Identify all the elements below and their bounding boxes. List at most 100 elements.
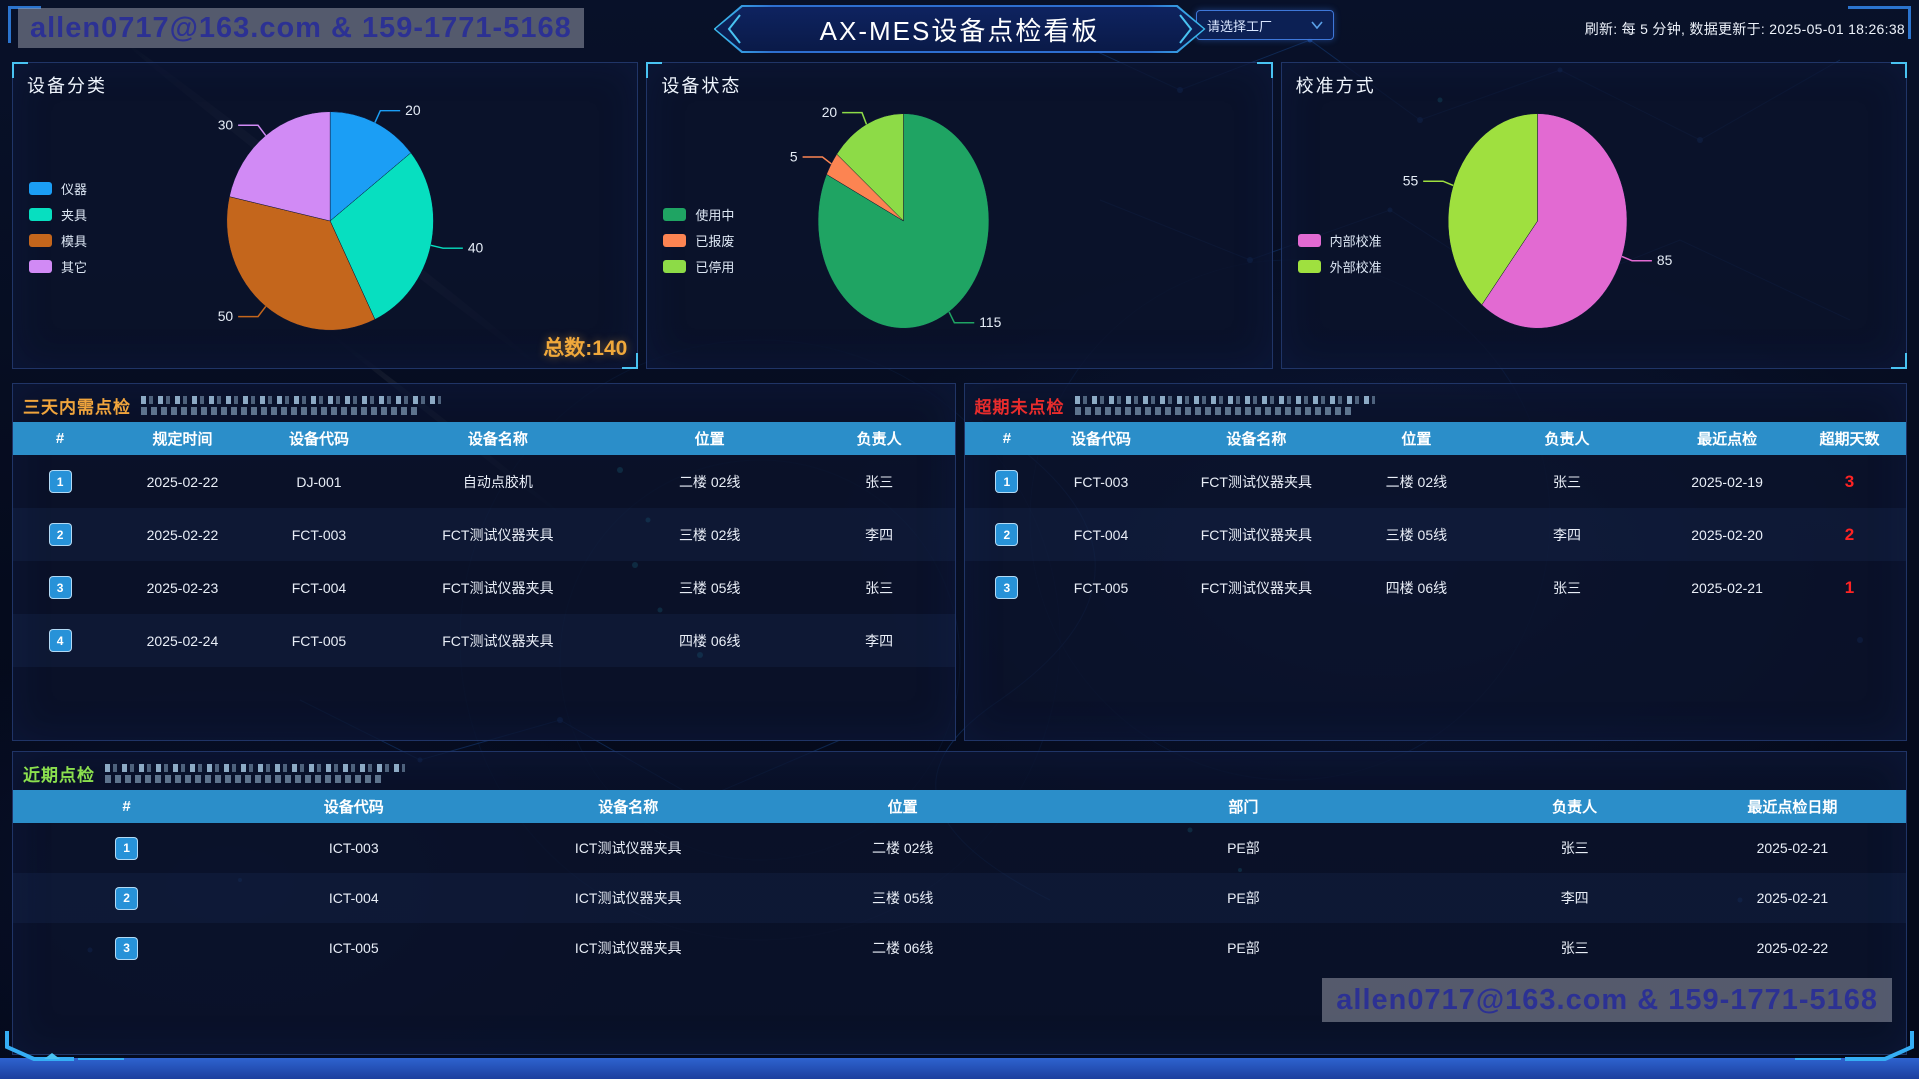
column-header: 最近点检	[1661, 422, 1793, 455]
table-cell: 四楼 06线	[1385, 579, 1448, 596]
pie-slice[interactable]	[836, 113, 905, 222]
corner-decoration	[1848, 6, 1911, 39]
table-title: 超期未点检	[974, 397, 1065, 417]
column-header: #	[13, 422, 108, 455]
overdue-days-value: 1	[1844, 577, 1855, 597]
legend-swatch	[1297, 260, 1321, 273]
table-row: 1 FCT-003 FCT测试仪器夹具 二楼 02线 张三 2025-02-19 3	[965, 455, 1907, 508]
table-title-bar: 超期未点检	[965, 384, 1907, 422]
pie-label-line	[374, 109, 401, 123]
legend-item[interactable]: 已报废	[663, 231, 734, 250]
pie-slice[interactable]	[226, 196, 376, 331]
table-cell: FCT-004	[1049, 508, 1153, 561]
table-row: 2 2025-02-22 FCT-003 FCT测试仪器夹具 三楼 02线 李四	[13, 508, 955, 561]
table-cell: PE部	[1227, 940, 1260, 956]
legend-label: 夹具	[61, 208, 88, 223]
legend-swatch	[29, 182, 52, 195]
row-index-badge: 3	[48, 576, 72, 599]
table-cell: 2025-02-21	[1691, 579, 1763, 596]
table-row: 2 FCT-004 FCT测试仪器夹具 三楼 05线 李四 2025-02-20 2	[964, 508, 1906, 561]
overdue-days-value: 2	[1844, 524, 1855, 544]
pie-chart: 20 40 50 30	[218, 102, 484, 331]
refresh-status: 刷新: 每 5 分钟, 数据更新于: 2025-05-01 18:26:38	[1584, 21, 1905, 37]
table-cell: ICT测试仪器夹具	[574, 940, 682, 956]
legend-item[interactable]: 仪器	[29, 179, 87, 198]
pie-slice[interactable]	[329, 152, 434, 320]
column-header: 负责人	[1472, 422, 1662, 455]
table-cell: 二楼 02线	[678, 473, 741, 490]
table-cell: 1	[13, 823, 240, 873]
row-index-badge: 4	[48, 629, 72, 652]
pie-label: 85	[1657, 252, 1673, 268]
row-index-badge: 3	[115, 936, 139, 960]
table-header-row: # 设备代码 设备名称 位置 负责人 最近点检 超期天数	[964, 422, 1906, 455]
legend-item[interactable]: 已停用	[663, 257, 734, 276]
pie-label-line	[802, 156, 832, 165]
chart-legend: 仪器夹具模具其它	[29, 179, 87, 276]
total-label: 总数:140	[543, 337, 628, 360]
pie-slice[interactable]	[818, 113, 990, 329]
pie-label: 5	[790, 148, 798, 164]
legend-item[interactable]: 其它	[29, 257, 87, 276]
bottom-bar-decoration	[0, 1058, 1919, 1079]
column-header: #	[964, 422, 1050, 455]
table-cell: ICT测试仪器夹具	[574, 840, 682, 856]
column-header: 位置	[1359, 422, 1473, 455]
table-cell: 二楼 02线	[871, 840, 934, 856]
due-soon-table: # 规定时间 设备代码 设备名称 位置 负责人 1 2025-02-22 DJ-001 自动点胶机…	[13, 422, 955, 667]
table-cell: 1	[1793, 561, 1906, 614]
overdue-panel: 超期未点检 # 设备代码 设备名称 位置 负责人 最近点检 超期天数 1 FCT-003 FCT测…	[963, 383, 1907, 741]
legend-swatch	[29, 234, 52, 247]
table-cell: 张三	[1560, 940, 1589, 956]
pie-label-line	[948, 311, 975, 324]
column-header: 部门	[1016, 790, 1471, 823]
pie-label-line	[842, 111, 868, 125]
table-row: 3 ICT-005 ICT测试仪器夹具 二楼 06线 PE部 张三 2025-02-22	[13, 923, 1906, 973]
pie-label: 30	[218, 117, 234, 133]
banner-chevron-left-icon	[726, 11, 742, 47]
overdue-table: # 设备代码 设备名称 位置 负责人 最近点检 超期天数 1 FCT-003 FCT测试仪器夹具 二…	[964, 422, 1907, 614]
page-title: AX-MES设备点检看板	[819, 15, 1100, 46]
table-row: 3 2025-02-23 FCT-004 FCT测试仪器夹具 三楼 05线 张三	[13, 561, 955, 614]
table-title-bar: 近期点检	[13, 752, 1906, 790]
pie-slice[interactable]	[229, 111, 331, 222]
column-header: 负责人	[1470, 790, 1679, 823]
legend-item[interactable]: 夹具	[29, 205, 87, 224]
table-cell: DJ-001	[296, 473, 342, 490]
legend-item[interactable]: 内部校准	[1297, 231, 1382, 250]
recent-table: # 设备代码 设备名称 位置 部门 负责人 最近点检日期 1 ICT-003 ICT测试仪器夹具二…	[13, 790, 1906, 973]
column-header: #	[13, 790, 241, 823]
due-soon-panel: 三天内需点检 # 规定时间 设备代码 设备名称 位置 负责人 1 2025-02-22 DJ-0…	[12, 383, 956, 741]
pie-label-line	[238, 124, 267, 136]
pie-label-line	[238, 305, 267, 318]
table-cell: 1	[965, 455, 1050, 508]
table-cell: 四楼 06线	[615, 614, 804, 667]
table-title: 三天内需点检	[23, 397, 131, 417]
chart-panel-equipment-status: 设备状态 115 5 20 使用中 已报废 已停用	[646, 62, 1273, 369]
table-cell: 张三	[865, 473, 894, 490]
table-cell: FCT-005	[257, 614, 381, 667]
row-index-badge: 2	[995, 523, 1019, 546]
legend-swatch	[1297, 234, 1321, 247]
pie-label: 40	[468, 240, 484, 256]
pie-label: 20	[405, 102, 421, 118]
table-cell: PE部	[1016, 873, 1471, 923]
factory-select[interactable]: 请选择工厂	[1196, 10, 1334, 40]
table-cell: 三楼 02线	[615, 508, 804, 561]
title-dots-decoration	[141, 395, 441, 415]
table-cell: 2	[13, 508, 108, 561]
table-cell: 三楼 05线	[1359, 508, 1473, 561]
legend-item[interactable]: 模具	[29, 231, 87, 250]
table-cell: 2025-02-21	[1678, 873, 1906, 923]
legend-item[interactable]: 外部校准	[1297, 257, 1382, 276]
table-cell: FCT测试仪器夹具	[380, 614, 616, 667]
charts-row: 设备分类 20 40 50 30 仪器 夹具 模具 其它 总数:140 设备状态 115 5 2…	[12, 62, 1907, 369]
table-cell: ICT-004	[240, 873, 468, 923]
chart-legend: 内部校准 外部校准	[1297, 231, 1382, 276]
legend-item[interactable]: 使用中	[663, 205, 734, 224]
chevron-down-icon	[1311, 21, 1323, 29]
watermark-contact: allen0717@163.com & 159-1771-5168	[18, 8, 584, 48]
table-cell: 4	[13, 614, 108, 667]
table-row: 2 ICT-004 ICT测试仪器夹具 三楼 05线 PE部 李四 2025-02-21	[13, 873, 1906, 923]
legend-swatch	[663, 208, 687, 221]
